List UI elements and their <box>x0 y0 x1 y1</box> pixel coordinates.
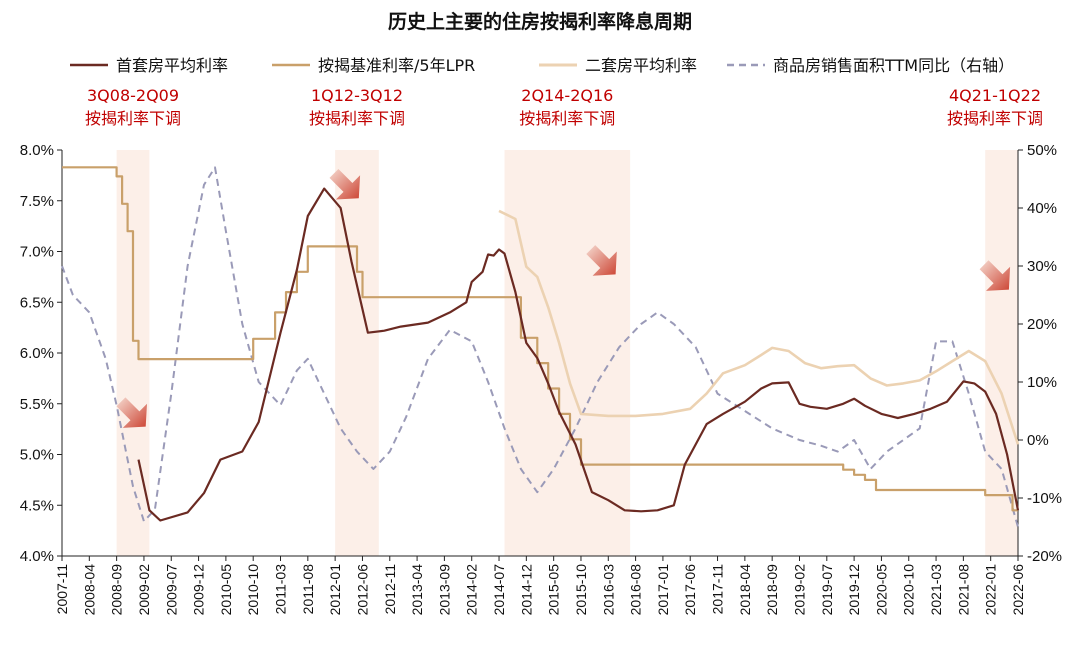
legend: 首套房平均利率 按揭基准利率/5年LPR 二套房平均利率 商品房销售面积TTM同比（右… <box>70 56 1014 75</box>
series-line-0 <box>137 187 1020 522</box>
x-tick-label: 2015-05 <box>546 564 562 616</box>
left-tick-label: 5.0% <box>20 447 54 464</box>
x-tick-label: 2019-02 <box>791 564 807 616</box>
x-tick-label: 2018-04 <box>737 564 753 616</box>
series-line-3 <box>61 166 1019 528</box>
period-action-label: 按揭利率下调 <box>947 109 1043 128</box>
right-tick-label: 30% <box>1027 258 1057 275</box>
x-tick-label: 2009-12 <box>191 564 207 616</box>
down-arrow-icon <box>979 260 1011 291</box>
right-tick-label: 10% <box>1027 374 1057 391</box>
x-tick-label: 2011-08 <box>300 564 316 615</box>
legend-label: 商品房销售面积TTM同比（右轴） <box>773 56 1014 75</box>
x-tick-label: 2017-01 <box>655 564 671 616</box>
series-lines <box>61 166 1020 528</box>
arrow-icons <box>116 169 1011 428</box>
left-tick-label: 7.5% <box>20 193 54 210</box>
x-tick-label: 2011-03 <box>273 564 289 615</box>
shaded-periods <box>116 150 1018 556</box>
x-tick-label: 2021-08 <box>955 564 971 616</box>
x-tick-label: 2013-09 <box>436 564 452 616</box>
x-tick-label: 2019-12 <box>846 564 862 616</box>
period-action-label: 按揭利率下调 <box>309 109 405 128</box>
x-tick-label: 2008-04 <box>81 564 97 616</box>
x-tick-label: 2007-11 <box>54 564 70 615</box>
period-action-label: 按揭利率下调 <box>85 109 181 128</box>
left-tick-label: 4.0% <box>20 548 54 565</box>
x-tick-label: 2016-08 <box>628 564 644 616</box>
x-tick-label: 2014-12 <box>518 564 534 616</box>
right-tick-label: -20% <box>1027 548 1062 565</box>
down-arrow-icon <box>586 245 617 276</box>
x-tick-label: 2020-10 <box>901 564 917 616</box>
right-tick-label: 40% <box>1027 200 1057 217</box>
axes: 4.0% 4.5% 5.0% 5.5% 6.0% 6.5% 7.0% 7.5% 8.0% -20%… <box>20 142 1062 615</box>
right-tick-label: 50% <box>1027 142 1057 159</box>
left-tick-label: 6.0% <box>20 345 54 362</box>
right-tick-label: 0% <box>1027 432 1049 449</box>
series-line-1 <box>62 166 1018 512</box>
x-tick-label: 2010-10 <box>245 564 261 616</box>
period-range-label: 4Q21-1Q22 <box>949 86 1041 105</box>
x-tick-label: 2022-06 <box>1010 564 1026 616</box>
x-tick-label: 2008-09 <box>109 564 125 616</box>
period-range-label: 1Q12-3Q12 <box>311 86 403 105</box>
chart-title: 历史上主要的住房按揭利率降息周期 <box>388 10 692 33</box>
period-action-label: 按揭利率下调 <box>519 109 615 128</box>
x-tick-label: 2013-04 <box>409 564 425 616</box>
x-tick-label: 2010-05 <box>218 564 234 616</box>
x-tick-label: 2020-05 <box>873 564 889 616</box>
x-tick-label: 2016-03 <box>600 564 616 616</box>
annotations: 3Q08-2Q09 按揭利率下调 1Q12-3Q12 按揭利率下调 2Q14-2Q16 按… <box>85 86 1043 128</box>
shaded-period <box>985 150 1018 556</box>
x-tick-label: 2018-09 <box>764 564 780 616</box>
left-tick-label: 8.0% <box>20 142 54 159</box>
legend-label: 首套房平均利率 <box>116 56 228 75</box>
right-tick-label: -10% <box>1027 490 1062 507</box>
x-tick-label: 2012-11 <box>382 564 398 615</box>
down-arrow-icon <box>116 397 147 428</box>
down-arrow-icon <box>329 169 361 200</box>
x-tick-label: 2014-02 <box>464 564 480 616</box>
x-tick-label: 2017-11 <box>710 564 726 615</box>
right-tick-label: 20% <box>1027 316 1057 333</box>
legend-label: 二套房平均利率 <box>585 56 697 75</box>
x-tick-label: 2022-01 <box>983 564 999 616</box>
period-range-label: 2Q14-2Q16 <box>521 86 613 105</box>
x-tick-label: 2021-03 <box>928 564 944 616</box>
left-tick-label: 7.0% <box>20 244 54 261</box>
x-tick-label: 2015-10 <box>573 564 589 616</box>
left-tick-label: 5.5% <box>20 396 54 413</box>
x-tick-label: 2017-06 <box>682 564 698 616</box>
left-tick-label: 6.5% <box>20 294 54 311</box>
shaded-period <box>504 150 631 556</box>
x-tick-label: 2014-07 <box>491 564 507 616</box>
series-line-2 <box>498 209 1020 445</box>
left-tick-label: 4.5% <box>20 497 54 514</box>
period-range-label: 3Q08-2Q09 <box>87 86 179 105</box>
x-tick-label: 2019-07 <box>819 564 835 616</box>
legend-label: 按揭基准利率/5年LPR <box>318 56 475 75</box>
shaded-period <box>116 150 150 556</box>
x-tick-label: 2012-01 <box>327 564 343 616</box>
x-tick-label: 2012-06 <box>354 564 370 616</box>
x-tick-label: 2009-07 <box>163 564 179 616</box>
x-tick-label: 2009-02 <box>136 564 152 616</box>
